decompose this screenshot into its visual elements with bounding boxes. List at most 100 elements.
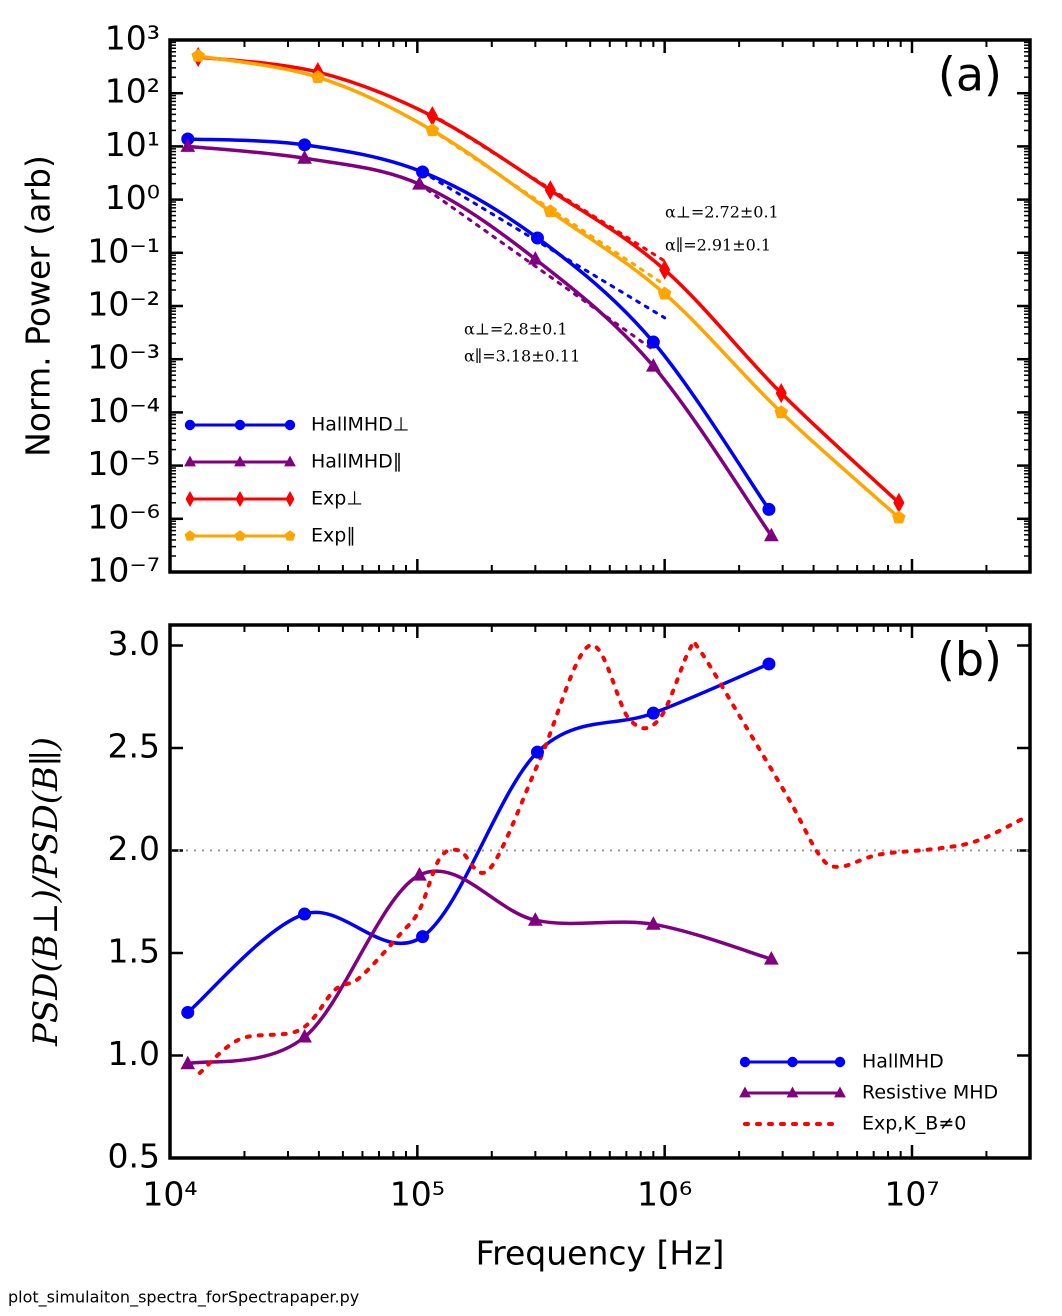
marker (284, 455, 296, 467)
marker (234, 530, 246, 541)
marker (544, 180, 556, 201)
y-tick-label: 2.5 (108, 727, 160, 766)
marker (764, 527, 779, 542)
y-tick-label: 10³ (105, 19, 160, 58)
y-tick-label: 10² (105, 72, 160, 111)
y-tick-label: 1.5 (108, 932, 160, 971)
y-tick-label: 0.5 (108, 1137, 160, 1176)
footer: plot_simulaiton_spectra_forSpectrapaper.… (8, 1288, 359, 1308)
marker (234, 455, 246, 467)
marker (764, 951, 779, 965)
marker (786, 1086, 799, 1098)
marker (234, 419, 246, 431)
marker (284, 419, 296, 431)
marker (311, 70, 325, 83)
y-tick-label: 10⁻⁶ (87, 497, 160, 536)
panel-label: (a) (938, 48, 1002, 102)
y-tick-label: 10⁻³ (87, 338, 160, 377)
legend-label: HallMHD (862, 1051, 944, 1073)
marker (297, 150, 312, 164)
marker (412, 176, 427, 190)
x-tick-label: 10⁶ (637, 1175, 692, 1214)
fit-line (430, 112, 667, 263)
marker (181, 1005, 195, 1019)
annotation: α∥=2.91±0.1 (665, 236, 771, 255)
annotation: α⊥=2.72±0.1 (665, 203, 779, 222)
y-tick-label: 1.0 (108, 1034, 160, 1073)
marker (184, 530, 196, 541)
y-tick-label: 10⁻⁷ (87, 551, 160, 590)
legend-label: Exp∥ (311, 525, 356, 547)
series-line (197, 639, 1030, 1075)
marker (184, 419, 196, 431)
marker (530, 745, 544, 759)
y-tick-label: 10⁻¹ (87, 231, 160, 270)
marker (530, 231, 544, 245)
annotation: α∥=3.18±0.11 (464, 347, 580, 366)
y-tick-label: 3.0 (108, 624, 160, 663)
marker (426, 106, 438, 127)
marker (893, 492, 905, 513)
marker (298, 138, 312, 152)
legend-label: Exp,K_B≠0 (862, 1113, 966, 1135)
y-tick-label: 10⁻⁵ (87, 444, 160, 483)
marker (775, 383, 787, 404)
x-tick-label: 10⁴ (142, 1175, 197, 1214)
marker (739, 1086, 751, 1098)
marker (425, 123, 440, 137)
annotation: α⊥=2.8±0.1 (464, 320, 568, 339)
marker (646, 916, 661, 930)
series-line (197, 54, 901, 519)
series-line (197, 55, 901, 505)
panel-label: (b) (937, 633, 1002, 687)
fit-line (417, 182, 655, 352)
x-axis-label: Frequency [Hz] (476, 1234, 725, 1273)
legend-label: HallMHD∥ (311, 451, 402, 473)
y-tick-label: 2.0 (108, 829, 160, 868)
marker (892, 510, 906, 524)
marker (180, 138, 196, 152)
marker (739, 1056, 751, 1068)
legend-label: Resistive MHD (862, 1082, 998, 1104)
marker (762, 502, 776, 516)
legend-label: Exp⊥ (311, 488, 363, 510)
x-tick-label: 10⁵ (390, 1175, 445, 1214)
marker (284, 530, 296, 541)
marker (646, 358, 661, 372)
marker (416, 930, 430, 944)
plot-area (186, 639, 1030, 1075)
y-tick-label: 10⁰ (105, 178, 160, 217)
marker (412, 867, 427, 881)
marker (297, 1029, 312, 1043)
marker (185, 490, 195, 508)
marker (285, 490, 295, 508)
series-line (186, 662, 770, 1014)
marker (774, 405, 788, 419)
axes-frame (168, 623, 1032, 1160)
y-axis-label: PSD(B⊥)/PSD(B∥) (26, 737, 66, 1047)
y-tick-label: 10⁻² (87, 285, 160, 324)
y-axis-label: Norm. Power (arb) (19, 155, 58, 457)
marker (191, 48, 205, 62)
legend-label: HallMHD⊥ (311, 414, 409, 436)
marker (235, 490, 245, 508)
y-tick-label: 10⁻⁴ (87, 391, 160, 430)
marker (180, 1055, 196, 1070)
y-tick-label: 10¹ (105, 125, 160, 164)
marker (416, 165, 430, 179)
marker (657, 286, 672, 300)
panel: 10⁻⁷ 10⁻⁶ 10⁻⁵ 10⁻⁴ 10⁻³ 10⁻² 10⁻¹ 10⁰ 10¹ 10² 10³… (19, 19, 1032, 590)
marker (646, 706, 660, 720)
x-tick-label: 10⁷ (884, 1175, 939, 1214)
series-line (187, 869, 772, 1066)
marker (762, 657, 776, 671)
marker (834, 1056, 846, 1068)
panel: 10⁴ 10⁵ 10⁶ 10⁷ 0.5 1.0 1.5 2.0 2.5 3.0 HallMHD Res… (26, 623, 1032, 1273)
marker (298, 907, 312, 921)
marker (659, 259, 671, 280)
marker (543, 204, 558, 218)
marker (834, 1086, 846, 1098)
marker (527, 251, 543, 265)
marker (527, 912, 543, 926)
